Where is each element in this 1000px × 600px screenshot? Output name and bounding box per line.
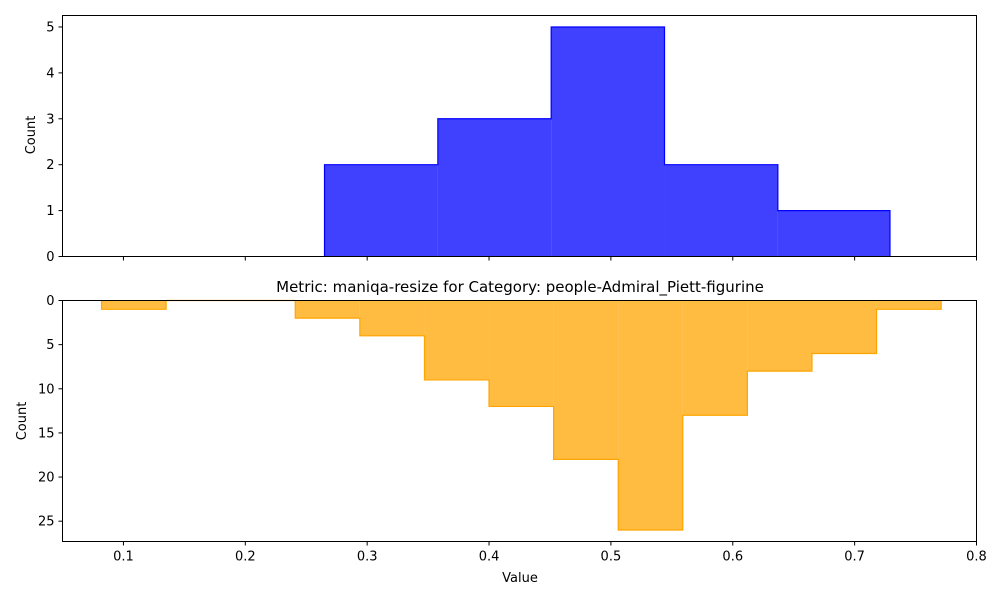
bottom-x-tick-label: 0.3	[357, 550, 378, 565]
bottom-histogram-bar	[359, 300, 425, 336]
bottom-histogram-bar	[553, 300, 619, 460]
top-axes-frame	[62, 15, 977, 257]
bottom-y-tick-label: 20	[38, 471, 55, 486]
bottom-y-tick-label: 0	[46, 294, 54, 309]
top-histogram-bar	[777, 210, 890, 257]
bottom-x-ticks: 0.1 0.2 0.3 0.4 0.5 0.6 0.7 0.8	[113, 541, 987, 565]
top-y-tick-label: 0	[46, 250, 54, 265]
top-y-tick-label: 1	[46, 204, 54, 219]
top-histogram-outline	[323, 26, 891, 257]
top-histogram-bars	[323, 26, 891, 257]
bottom-histogram-bar	[811, 300, 877, 354]
bottom-x-tick-label: 0.6	[722, 550, 743, 565]
bottom-histogram-bar	[101, 300, 167, 310]
bottom-x-tick-label: 0.5	[601, 550, 622, 565]
top-histogram-bar	[324, 164, 438, 257]
bottom-axes-frame	[62, 300, 977, 542]
bottom-x-tick-label: 0.4	[479, 550, 500, 565]
bottom-y-tick-label: 5	[46, 338, 54, 353]
bottom-histogram-panel: Metric: maniqa-resize for Category: peop…	[15, 278, 987, 586]
top-y-tick-label: 3	[46, 112, 54, 127]
bottom-histogram-bar	[747, 300, 812, 372]
top-histogram-bar	[437, 118, 552, 257]
top-y-tick-label: 4	[46, 66, 54, 81]
bottom-y-tick-label: 15	[38, 426, 55, 441]
top-histogram-bar	[551, 26, 665, 257]
top-y-ticks: 0 1 2 3 4 5	[46, 20, 63, 265]
bottom-y-tick-label: 25	[38, 515, 55, 530]
top-histogram-panel: 0 1 2 3 4 5 Count	[24, 15, 977, 265]
bottom-histogram-bars	[100, 299, 942, 531]
bottom-histogram-bar	[295, 300, 360, 319]
top-y-axis-label: Count	[24, 116, 39, 155]
bottom-x-tick-label: 0.7	[844, 550, 865, 565]
bottom-y-ticks: 0 5 10 15 20 25	[38, 294, 63, 530]
bottom-histogram-bar	[876, 300, 942, 310]
bottom-histogram-bar	[618, 300, 683, 531]
bottom-x-tick-label: 0.8	[966, 550, 987, 565]
bottom-y-axis-label: Count	[15, 402, 30, 441]
chart-title: Metric: maniqa-resize for Category: peop…	[276, 278, 764, 297]
bottom-y-tick-label: 10	[38, 382, 55, 397]
bottom-histogram-bar	[489, 300, 554, 407]
x-axis-label: Value	[502, 571, 538, 586]
bottom-x-tick-label: 0.1	[113, 550, 134, 565]
bottom-histogram-bar	[424, 300, 490, 380]
top-x-ticks	[122, 256, 977, 261]
top-y-tick-label: 5	[46, 20, 54, 35]
top-y-tick-label: 2	[46, 158, 54, 173]
top-histogram-bar	[664, 164, 778, 257]
bottom-x-tick-label: 0.2	[235, 550, 256, 565]
bottom-histogram-bar	[682, 300, 748, 416]
